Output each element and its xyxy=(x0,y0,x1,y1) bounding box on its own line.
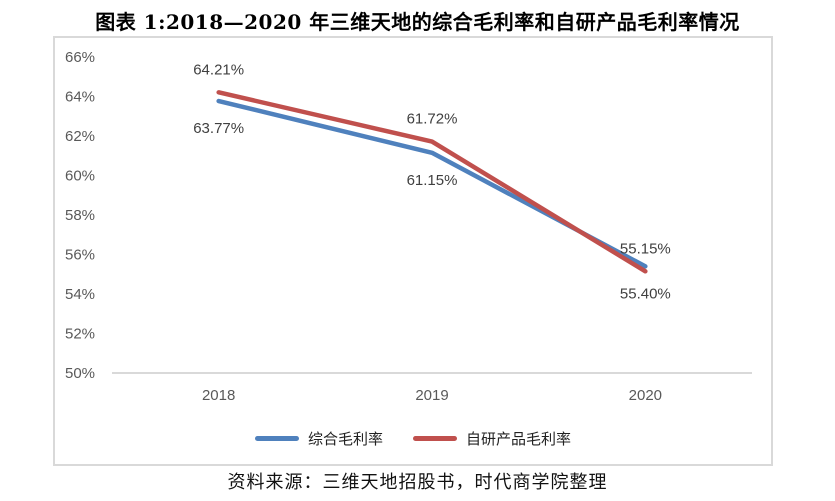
legend-line-swatch-red xyxy=(413,436,457,441)
source-note: 资料来源：三维天地招股书，时代商学院整理 xyxy=(227,472,608,493)
y-tick-label: 58% xyxy=(65,207,95,224)
data-label: 55.15% xyxy=(620,240,671,257)
x-tick-label: 2020 xyxy=(629,387,662,404)
chart-frame: 66% 64% 62% 60% 58% 56% 54% 52% 50% 2018 2019 2020 6… xyxy=(53,36,773,466)
chart-title: 图表 1:2018—2020 年三维天地的综合毛利率和自研产品毛利率情况 xyxy=(95,10,740,34)
y-tick-label: 56% xyxy=(65,247,95,264)
y-tick-label: 52% xyxy=(65,326,95,343)
legend-label: 自研产品毛利率 xyxy=(466,430,572,448)
y-tick-label: 66% xyxy=(65,49,95,66)
data-label: 64.21% xyxy=(193,61,244,78)
y-tick-label: 64% xyxy=(65,89,95,106)
chart-legend: 综合毛利率 自研产品毛利率 xyxy=(55,428,771,449)
y-tick-label: 50% xyxy=(65,365,95,382)
legend-item-selfdev-margin: 自研产品毛利率 xyxy=(413,428,571,449)
legend-item-composite-margin: 综合毛利率 xyxy=(254,428,383,449)
data-label: 63.77% xyxy=(193,120,244,137)
legend-label: 综合毛利率 xyxy=(307,430,383,448)
x-tick-label: 2019 xyxy=(415,387,448,404)
y-tick-label: 54% xyxy=(65,286,95,303)
legend-line-swatch-blue xyxy=(254,436,299,441)
series-line xyxy=(216,90,648,274)
line-chart: 66% 64% 62% 60% 58% 56% 54% 52% 50% 2018 2019 2020 6… xyxy=(65,49,752,404)
x-tick-label: 2018 xyxy=(202,387,235,404)
data-label: 61.72% xyxy=(407,111,458,128)
data-label: 61.15% xyxy=(407,172,458,189)
data-label: 55.40% xyxy=(620,285,671,302)
y-tick-label: 62% xyxy=(65,128,95,145)
y-tick-label: 60% xyxy=(65,168,95,185)
